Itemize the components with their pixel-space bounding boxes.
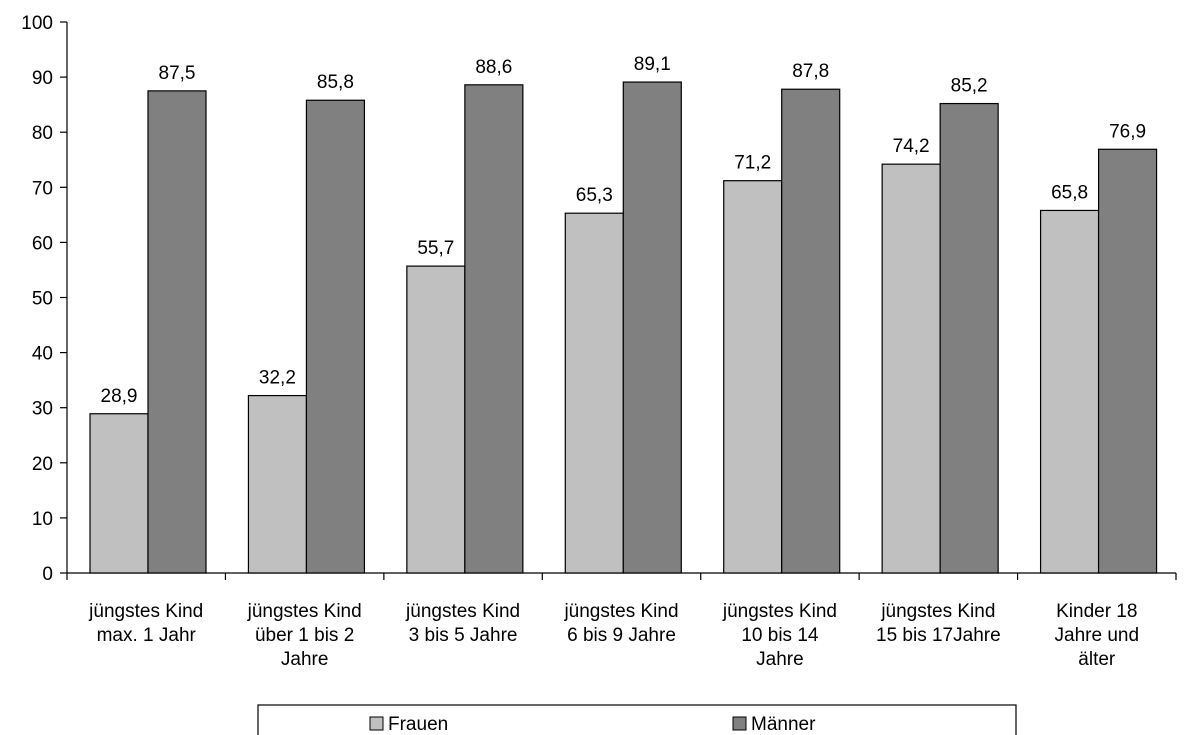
y-tick-label: 30 [32, 399, 53, 420]
data-label: 87,8 [792, 61, 829, 82]
data-label: 89,1 [634, 54, 671, 75]
bar-frauen [564, 212, 624, 574]
bar-männer [305, 99, 366, 574]
bar-männer [781, 88, 841, 574]
data-label: 71,2 [734, 153, 771, 174]
legend-label-männer: Männer [751, 714, 816, 735]
bar-männer [464, 84, 524, 574]
category-label: jüngstes Kind max. 1 Jahr [88, 601, 203, 646]
y-tick-label: 10 [32, 509, 53, 530]
y-tick-label: 60 [32, 233, 53, 254]
legend-swatch-männer [732, 716, 747, 731]
bar-frauen [1039, 209, 1100, 574]
bars [89, 81, 1158, 574]
y-tick-label: 80 [32, 123, 53, 144]
y-tick-label: 20 [32, 454, 53, 475]
x-axis [66, 572, 1177, 580]
category-label: jüngstes Kind 10 bis 14 Jahre [722, 601, 837, 670]
bar-männer [147, 90, 207, 574]
category-label-line: über 1 bis 2 [255, 625, 354, 646]
data-label: 85,8 [317, 72, 354, 93]
data-labels: 28,9 32,2 55,7 65,3 71,2 74,2 65,8 87,5 85,8 88,6… [101, 54, 1147, 407]
bar-frauen [723, 180, 783, 574]
category-label-line: Jahre und [1055, 625, 1140, 646]
y-tick-label: 70 [32, 178, 53, 199]
bar-männer [939, 102, 999, 574]
data-label: 32,2 [259, 368, 296, 389]
bar-frauen [406, 265, 466, 574]
data-label: 65,3 [576, 185, 613, 206]
y-tick-label: 40 [32, 344, 53, 365]
y-axis: 0 10 20 30 40 50 60 70 80 90 100 [21, 13, 68, 585]
category-label: Kinder 18 Jahre und älter [1055, 601, 1140, 670]
category-label-line: jüngstes Kind [405, 601, 520, 622]
legend-label-frauen: Frauen [388, 714, 448, 735]
legend: Frauen Männer [257, 704, 1017, 735]
category-label-line: älter [1078, 649, 1116, 670]
data-label: 55,7 [417, 238, 454, 259]
y-tick-label: 90 [32, 68, 53, 89]
category-label-line: 6 bis 9 Jahre [567, 625, 676, 646]
data-label: 87,5 [159, 63, 196, 84]
y-tick-label: 50 [32, 289, 53, 310]
bar-männer [622, 81, 682, 574]
data-label: 88,6 [475, 57, 512, 78]
y-tick-label: 0 [42, 564, 53, 585]
bar-frauen [247, 394, 308, 574]
category-label-line: 3 bis 5 Jahre [409, 625, 518, 646]
category-label-line: Jahre [281, 649, 329, 670]
category-label-line: jüngstes Kind [563, 601, 678, 622]
category-label: jüngstes Kind 15 bis 17Jahre [876, 601, 1001, 646]
category-label-line: max. 1 Jahr [97, 625, 197, 646]
y-tick-label: 100 [21, 13, 53, 34]
data-label: 85,2 [951, 76, 988, 97]
bar-männer [1097, 148, 1158, 574]
category-label-line: 15 bis 17Jahre [876, 625, 1001, 646]
category-label-line: 10 bis 14 [741, 625, 819, 646]
category-label: jüngstes Kind 3 bis 5 Jahre [405, 601, 520, 646]
category-label-line: jüngstes Kind [88, 601, 203, 622]
data-label: 76,9 [1109, 121, 1146, 142]
legend-swatch-frauen [369, 716, 384, 731]
legend-box [257, 704, 1017, 735]
category-label-line: Kinder 18 [1056, 601, 1137, 622]
data-label: 65,8 [1051, 182, 1088, 203]
category-label-line: jüngstes Kind [880, 601, 995, 622]
category-labels: jüngstes Kind max. 1 Jahr jüngstes Kind übe… [88, 601, 1139, 670]
category-label-line: jüngstes Kind [247, 601, 362, 622]
category-label-line: Jahre [756, 649, 804, 670]
category-label: jüngstes Kind über 1 bis 2 Jahre [247, 601, 362, 670]
category-label: jüngstes Kind 6 bis 9 Jahre [563, 601, 678, 646]
bar-frauen [89, 413, 149, 574]
bar-frauen [881, 163, 941, 574]
data-label: 28,9 [101, 386, 138, 407]
category-label-line: jüngstes Kind [722, 601, 837, 622]
data-label: 74,2 [893, 136, 930, 157]
